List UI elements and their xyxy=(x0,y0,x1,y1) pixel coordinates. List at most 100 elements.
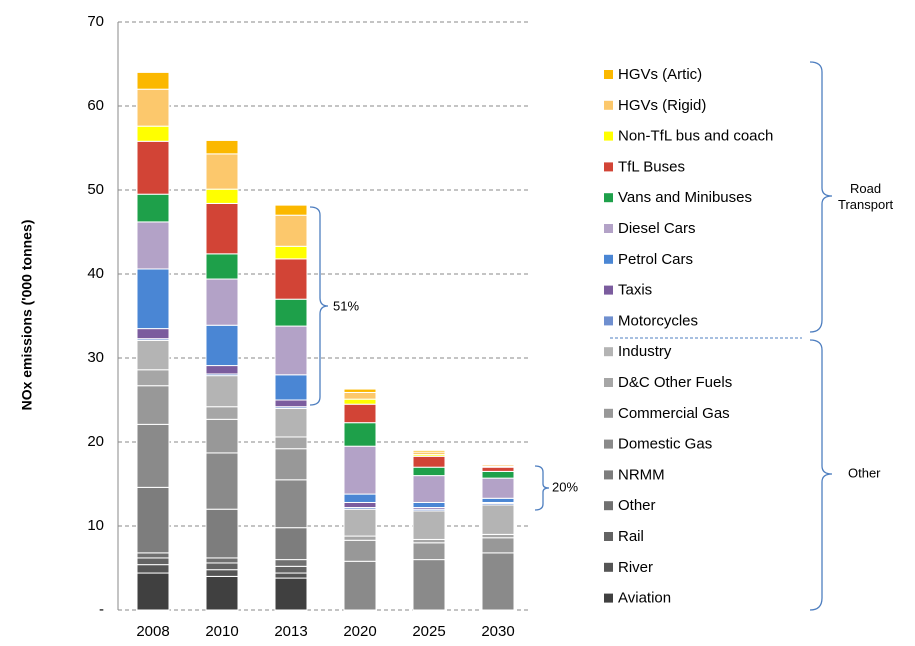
x-tick-label: 2020 xyxy=(343,623,376,640)
bar-segment xyxy=(136,572,170,611)
bar-segment xyxy=(205,508,239,559)
bar-segment xyxy=(136,564,170,574)
bar-segment xyxy=(274,559,308,567)
y-tick-label: 30 xyxy=(87,349,104,366)
bar-segment xyxy=(136,140,170,195)
legend-label: Domestic Gas xyxy=(618,436,712,453)
bar-segment xyxy=(412,466,446,477)
bar-segment xyxy=(274,399,308,408)
bar-segment xyxy=(274,298,308,327)
bar-segment xyxy=(205,253,239,280)
y-tick-label: 70 xyxy=(87,13,104,30)
bar-segment xyxy=(343,535,377,541)
bar-segment xyxy=(205,557,239,564)
bar-segment xyxy=(343,445,377,495)
bar-segment xyxy=(136,71,170,90)
bar-segment xyxy=(481,504,515,535)
bar-segment xyxy=(274,436,308,450)
bar-segment xyxy=(136,339,170,371)
legend-swatch xyxy=(604,439,613,449)
bar-segment xyxy=(136,423,170,488)
bar-segment xyxy=(412,538,446,544)
legend-label: NRMM xyxy=(618,466,665,483)
bar-segment xyxy=(412,449,446,453)
annotation: 51% xyxy=(333,298,359,313)
bar-segment xyxy=(274,407,308,438)
legend-swatch xyxy=(604,70,613,79)
group-label: Other xyxy=(848,465,881,480)
legend-label: D&C Other Fuels xyxy=(618,374,732,391)
bar-segment xyxy=(274,214,308,247)
y-tick-label: 10 xyxy=(87,517,104,534)
bar-segment xyxy=(205,562,239,571)
legend-swatch xyxy=(604,562,613,572)
bar-segment xyxy=(274,479,308,529)
bar-segment xyxy=(205,278,239,326)
bar-segment xyxy=(343,501,377,509)
bar-segment xyxy=(205,406,239,420)
legend-swatch xyxy=(604,532,613,541)
bar-segment xyxy=(205,375,239,408)
y-tick-label: - xyxy=(99,601,104,618)
bar-segment xyxy=(412,475,446,503)
bar-segment xyxy=(412,559,446,611)
bar-segment xyxy=(274,572,308,579)
bar-segment xyxy=(481,552,515,611)
x-tick-label: 2025 xyxy=(412,623,445,640)
legend-swatch xyxy=(604,193,613,203)
bar-segment xyxy=(205,418,239,454)
bar-segment xyxy=(274,577,308,611)
bar-segment xyxy=(343,403,377,424)
legend-label: Petrol Cars xyxy=(618,251,693,268)
bar-segment xyxy=(205,188,239,204)
bar-segment xyxy=(136,125,170,142)
legend-swatch xyxy=(604,593,613,603)
y-axis-label: NOx emissions ('000 tonnes) xyxy=(19,220,35,411)
bar-segment xyxy=(343,493,377,503)
legend-label: River xyxy=(618,559,653,576)
legend-label: Non-TfL bus and coach xyxy=(618,128,773,145)
bar-segment xyxy=(343,539,377,562)
bar-segment xyxy=(136,221,170,270)
legend-label: Industry xyxy=(618,343,672,360)
bar-segment xyxy=(343,560,377,611)
y-tick-label: 50 xyxy=(87,181,104,198)
bar-segment xyxy=(343,388,377,393)
bar-segment xyxy=(136,193,170,223)
bar-segment xyxy=(412,501,446,509)
bar-segment xyxy=(274,565,308,574)
bar-segment xyxy=(205,452,239,510)
bar-segment xyxy=(274,448,308,481)
bar-segment xyxy=(481,470,515,479)
legend-label: Rail xyxy=(618,528,644,545)
y-tick-label: 40 xyxy=(87,265,104,282)
legend-swatch xyxy=(604,408,613,418)
legend-swatch xyxy=(604,285,613,295)
bar-segment xyxy=(481,533,515,539)
bar-segment xyxy=(136,328,170,340)
bar-segment xyxy=(343,391,377,400)
bar-segment xyxy=(481,497,515,503)
legend-label: Vans and Minibuses xyxy=(618,189,752,206)
bar-segment xyxy=(274,374,308,401)
legend-swatch xyxy=(604,316,613,326)
bar-segment xyxy=(274,245,308,260)
legend-label: Taxis xyxy=(618,282,652,299)
bar-segment xyxy=(343,508,377,537)
bar-segment xyxy=(274,325,308,376)
legend-label: Motorcycles xyxy=(618,312,698,329)
legend-swatch xyxy=(604,501,613,511)
bar-segment xyxy=(205,202,239,255)
bar-segment xyxy=(136,552,170,559)
legend-swatch xyxy=(604,378,613,387)
bar-segment xyxy=(343,398,377,405)
annotation: 20% xyxy=(552,479,578,494)
legend-label: Diesel Cars xyxy=(618,220,696,237)
bracket xyxy=(809,61,833,333)
bar-segment xyxy=(412,542,446,561)
bar-segment xyxy=(205,324,239,367)
legend-label: HGVs (Artic) xyxy=(618,66,702,83)
bar-segment xyxy=(274,527,308,561)
legend-swatch xyxy=(604,162,613,172)
x-tick-label: 2010 xyxy=(205,623,238,640)
